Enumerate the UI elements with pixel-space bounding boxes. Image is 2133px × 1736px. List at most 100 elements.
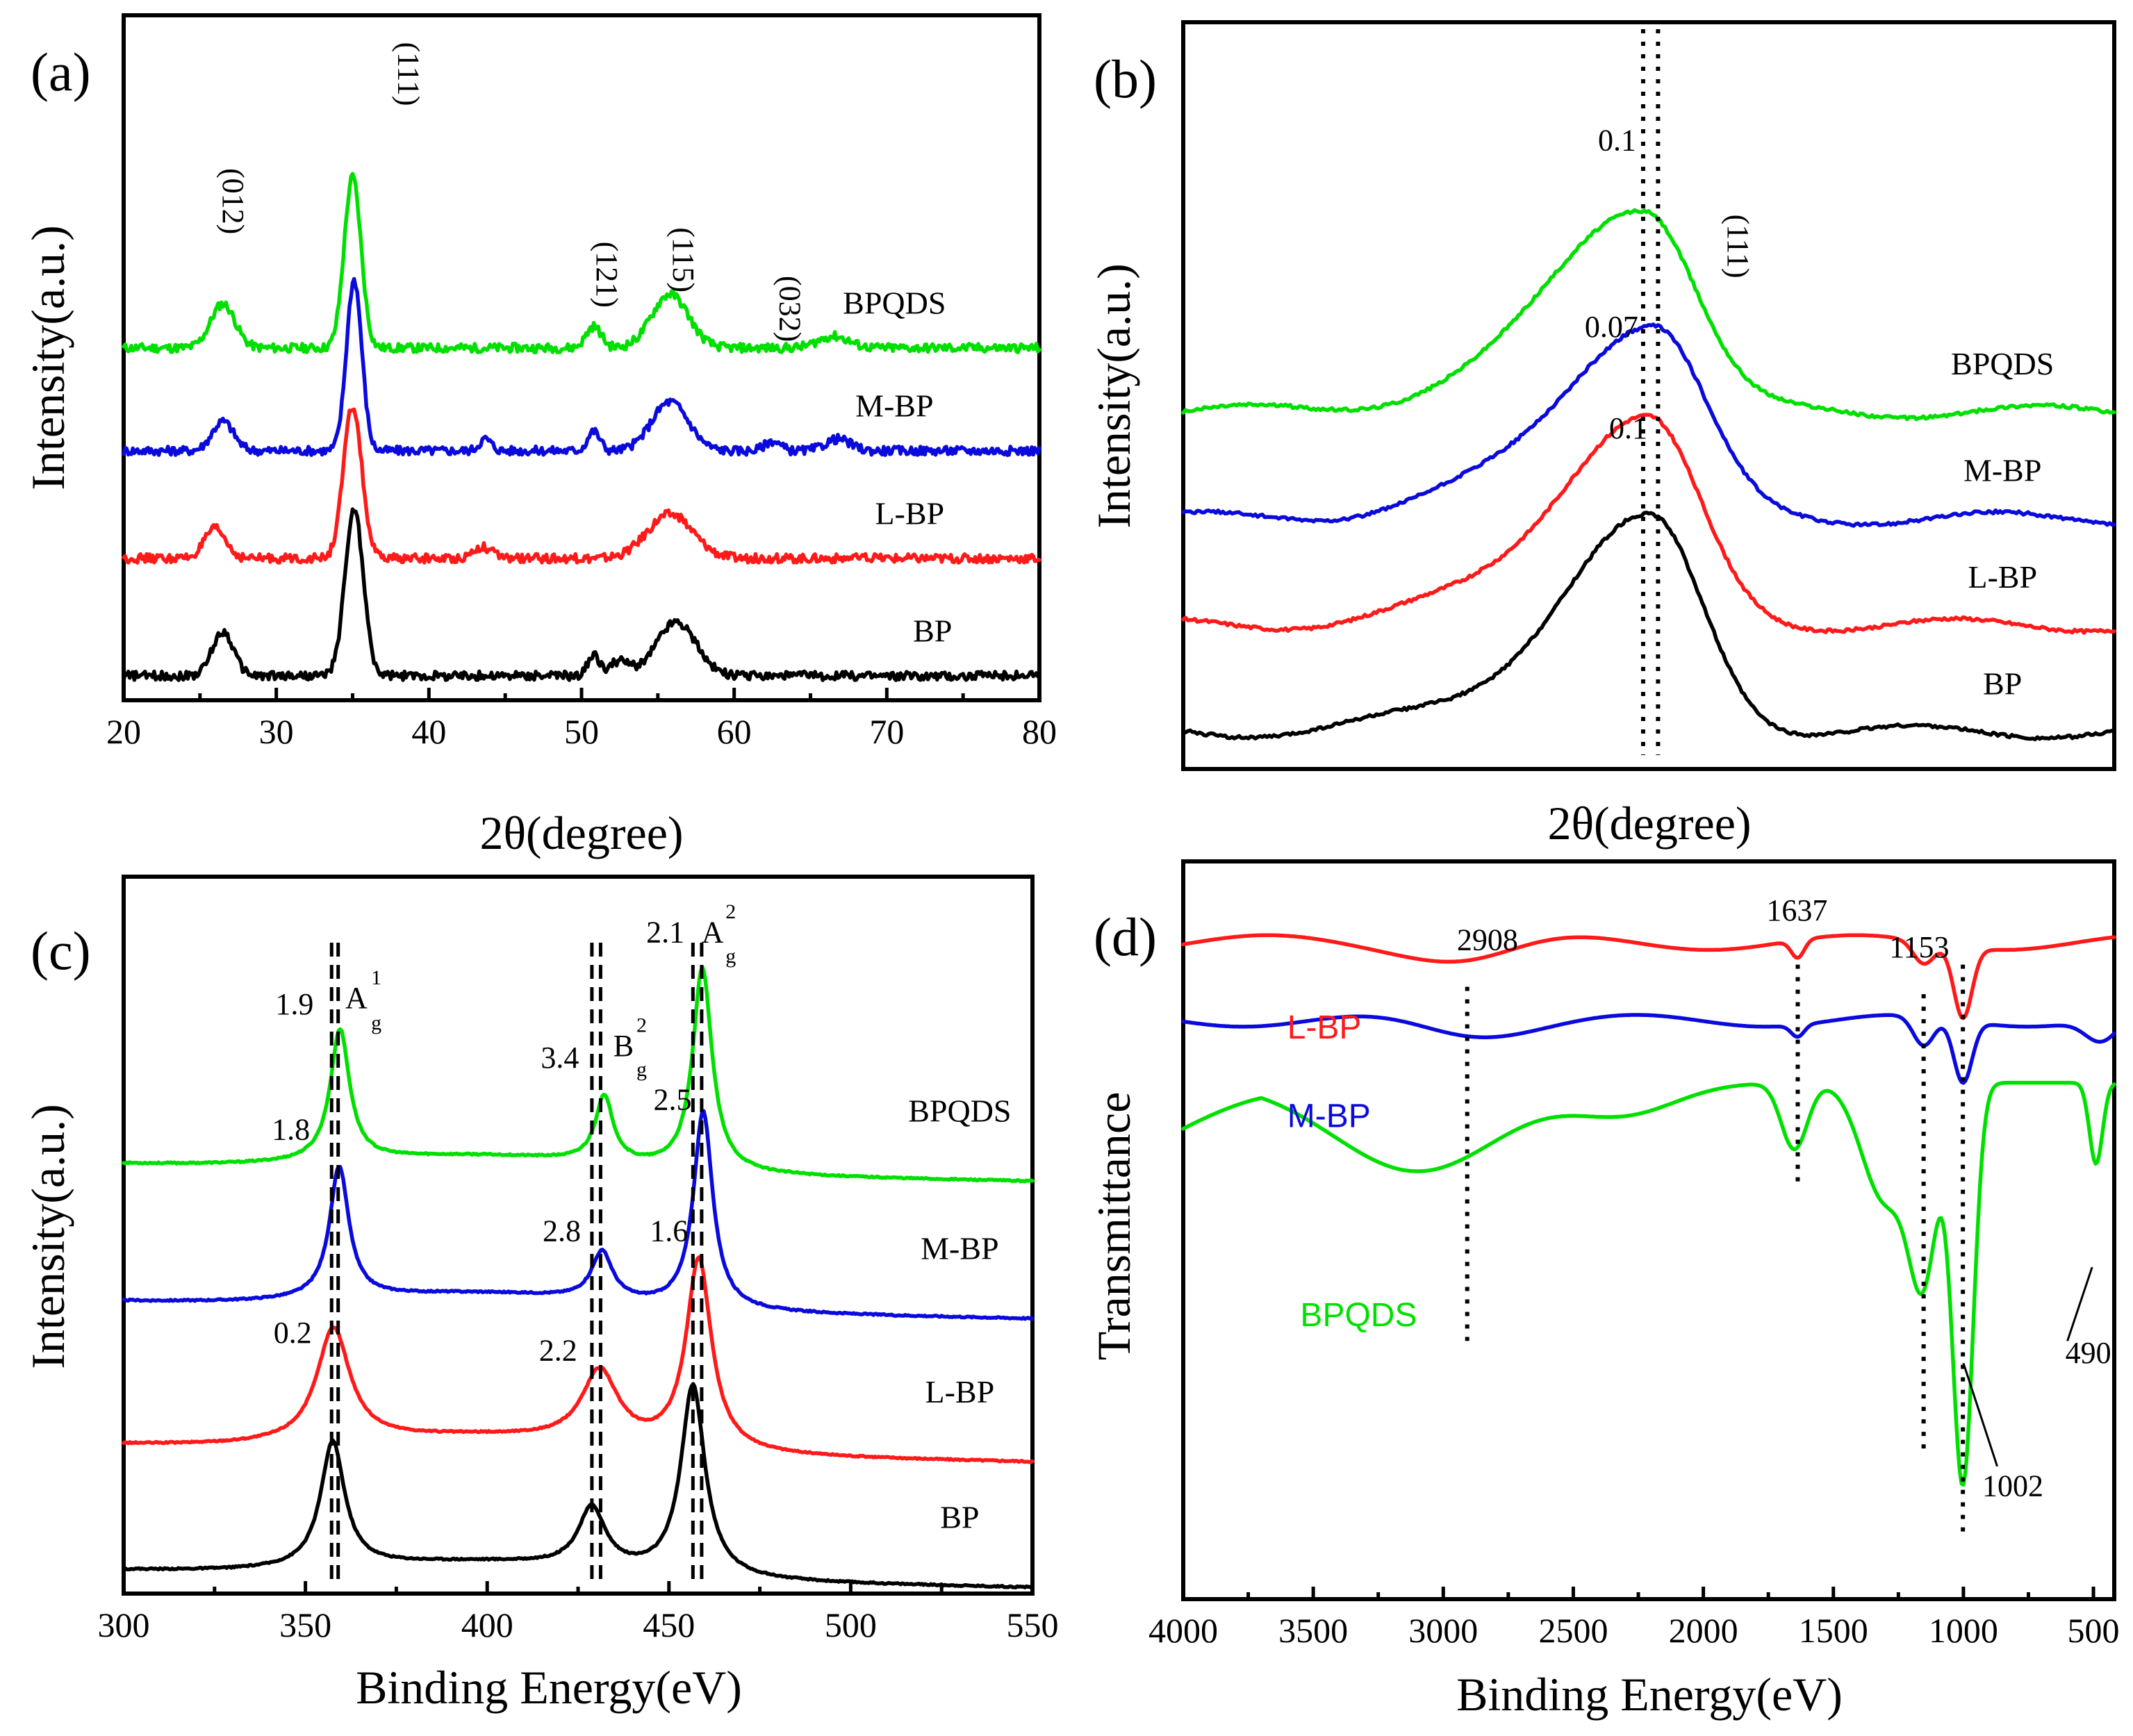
- series-m-bp-line: [122, 1109, 1035, 1321]
- x-tick-label: 4000: [1148, 1611, 1218, 1650]
- annotation-2: (121): [590, 242, 624, 308]
- annotation-1: (111): [391, 42, 425, 106]
- panel-a-curves: [122, 172, 1041, 682]
- annotation-6: 2: [636, 1014, 647, 1037]
- panel-a-annotations: (012) (111) (121) (115) (032): [216, 42, 807, 342]
- panel-c-labels: BPQDS M-BP L-BP BP: [908, 1093, 1011, 1535]
- panel-d-annotations: 2908 1637 1153 490 1002: [1457, 893, 2111, 1503]
- x-tick-label: 60: [717, 712, 752, 751]
- annotation-2: 1: [371, 966, 381, 989]
- panel-b-curves: [1181, 29, 2116, 755]
- annotation-7: g: [636, 1058, 647, 1081]
- series-label-l-bp: L-BP: [925, 1374, 995, 1410]
- series-l-bp-line: [1181, 933, 2116, 1020]
- panel-b-labels: BPQDS M-BP L-BP BP: [1951, 346, 2054, 702]
- series-bpqds-line: [122, 964, 1035, 1184]
- x-tick-label: 450: [643, 1605, 695, 1644]
- x-tick-label: 80: [1022, 712, 1057, 751]
- panel-a-label: (a): [31, 42, 91, 102]
- annotation-1: A: [345, 981, 368, 1015]
- series-label-bpqds: BPQDS: [908, 1093, 1011, 1129]
- series-m-bp-line: [1181, 322, 2116, 528]
- annotation-0: 1.9: [275, 987, 313, 1021]
- series-label-bp: BP: [940, 1499, 979, 1535]
- annotation-11: g: [725, 945, 736, 968]
- annotation-4: 3.4: [541, 1041, 579, 1075]
- panel-c-ylabel: Intensity(a.u.): [22, 1104, 74, 1369]
- annotation-0: 0.1: [1598, 123, 1636, 157]
- series-bp-line: [1181, 511, 2116, 742]
- panel-b-frame: [1181, 20, 2116, 771]
- series-label-l-bp: L-BP: [1287, 1009, 1362, 1046]
- annotation-0: 2908: [1457, 923, 1518, 957]
- x-tick-label: 3000: [1408, 1611, 1478, 1650]
- series-label-bp: BP: [913, 613, 952, 648]
- x-tick-label: 30: [259, 712, 294, 751]
- series-label-m-bp: M-BP: [1287, 1098, 1371, 1134]
- series-label-m-bp: M-BP: [1963, 452, 2041, 488]
- x-tick-label: 400: [461, 1605, 513, 1644]
- annotation-2: 0.07: [1585, 310, 1638, 344]
- annotation-4: (032): [773, 276, 807, 342]
- x-tick-label: 40: [411, 712, 446, 751]
- series-label-bpqds: BPQDS: [1300, 1297, 1417, 1334]
- x-tick-label: 500: [825, 1605, 877, 1644]
- panel-a-ticks: 20 30 40 50 60 70 80: [106, 688, 1057, 751]
- annotation-14: 2.5: [654, 1082, 692, 1116]
- panel-a-ylabel: Intensity(a.u.): [22, 225, 74, 490]
- panel-b: BPQDS M-BP L-BP BP 0.1 (111) 0.07 0.1 (b) 2θ(d…: [1087, 20, 2116, 850]
- annotation-12: 1.8: [272, 1112, 310, 1146]
- annotation-15: 0.2: [274, 1316, 312, 1350]
- x-tick-label: 350: [279, 1605, 331, 1644]
- panel-d-curves: [1181, 933, 2116, 1533]
- series-bpqds-line: [1181, 1080, 2116, 1487]
- annotation-1: 1637: [1766, 893, 1827, 927]
- x-tick-label: 2500: [1538, 1611, 1608, 1650]
- annotation-17: 1.6: [650, 1214, 688, 1248]
- series-label-m-bp: M-BP: [921, 1230, 998, 1266]
- panel-b-ylabel: Intensity(a.u.): [1087, 263, 1140, 528]
- panel-d-ticks: 4000 3500 3000 2500 2000 1500 1000 500: [1148, 1587, 2120, 1650]
- series-l-bp-line: [122, 407, 1041, 565]
- series-bp-line: [122, 507, 1041, 682]
- series-label-l-bp: L-BP: [875, 495, 944, 531]
- x-tick-label: 1500: [1799, 1611, 1868, 1650]
- annotation-3: g: [371, 1011, 381, 1034]
- panel-c-label: (c): [31, 920, 91, 981]
- annotation-4: 1002: [1982, 1469, 2043, 1503]
- series-m-bp-line: [122, 276, 1041, 457]
- annotation-10: 2: [725, 900, 736, 923]
- panel-a-xlabel: 2θ(degree): [479, 807, 683, 859]
- series-bpqds-line: [1181, 208, 2116, 422]
- annotation-5: B: [613, 1029, 634, 1063]
- series-label-bpqds: BPQDS: [843, 286, 946, 321]
- x-tick-label: 50: [564, 712, 599, 751]
- series-bp-line: [122, 1382, 1035, 1590]
- series-l-bp-line: [1181, 413, 2116, 635]
- arrow-490: [2066, 1266, 2093, 1341]
- panel-d-label: (d): [1094, 907, 1157, 967]
- annotation-2: 1153: [1889, 930, 1949, 964]
- annotation-3: (115): [666, 227, 700, 292]
- panel-a-labels: BPQDS M-BP L-BP BP: [843, 286, 952, 649]
- series-bpqds-line: [122, 172, 1041, 354]
- panel-d-frame: [1181, 859, 2116, 1601]
- annotation-16: 2.2: [539, 1334, 577, 1368]
- panel-c-xlabel: Binding Energy(eV): [356, 1661, 742, 1714]
- panel-a-frame: [122, 13, 1041, 702]
- annotation-3: 490: [2066, 1336, 2111, 1370]
- panel-b-annotations: 0.1 (111) 0.07 0.1: [1585, 123, 1755, 445]
- panel-c-curves: [122, 943, 1035, 1590]
- annotation-13: 2.8: [543, 1214, 581, 1248]
- x-tick-label: 500: [2068, 1611, 2120, 1650]
- panel-d-xlabel: Binding Energy(eV): [1456, 1668, 1843, 1721]
- panel-a: 20 30 40 50 60 70 80 BPQDS M-BP L-BP BP (012) (111…: [22, 13, 1057, 859]
- x-tick-label: 70: [869, 712, 904, 751]
- x-tick-label: 550: [1007, 1605, 1059, 1644]
- series-m-bp-line: [1181, 1013, 2116, 1085]
- panel-c-ticks: 300 350 400 450 500 550: [98, 1581, 1059, 1644]
- annotation-3: 0.1: [1609, 411, 1647, 445]
